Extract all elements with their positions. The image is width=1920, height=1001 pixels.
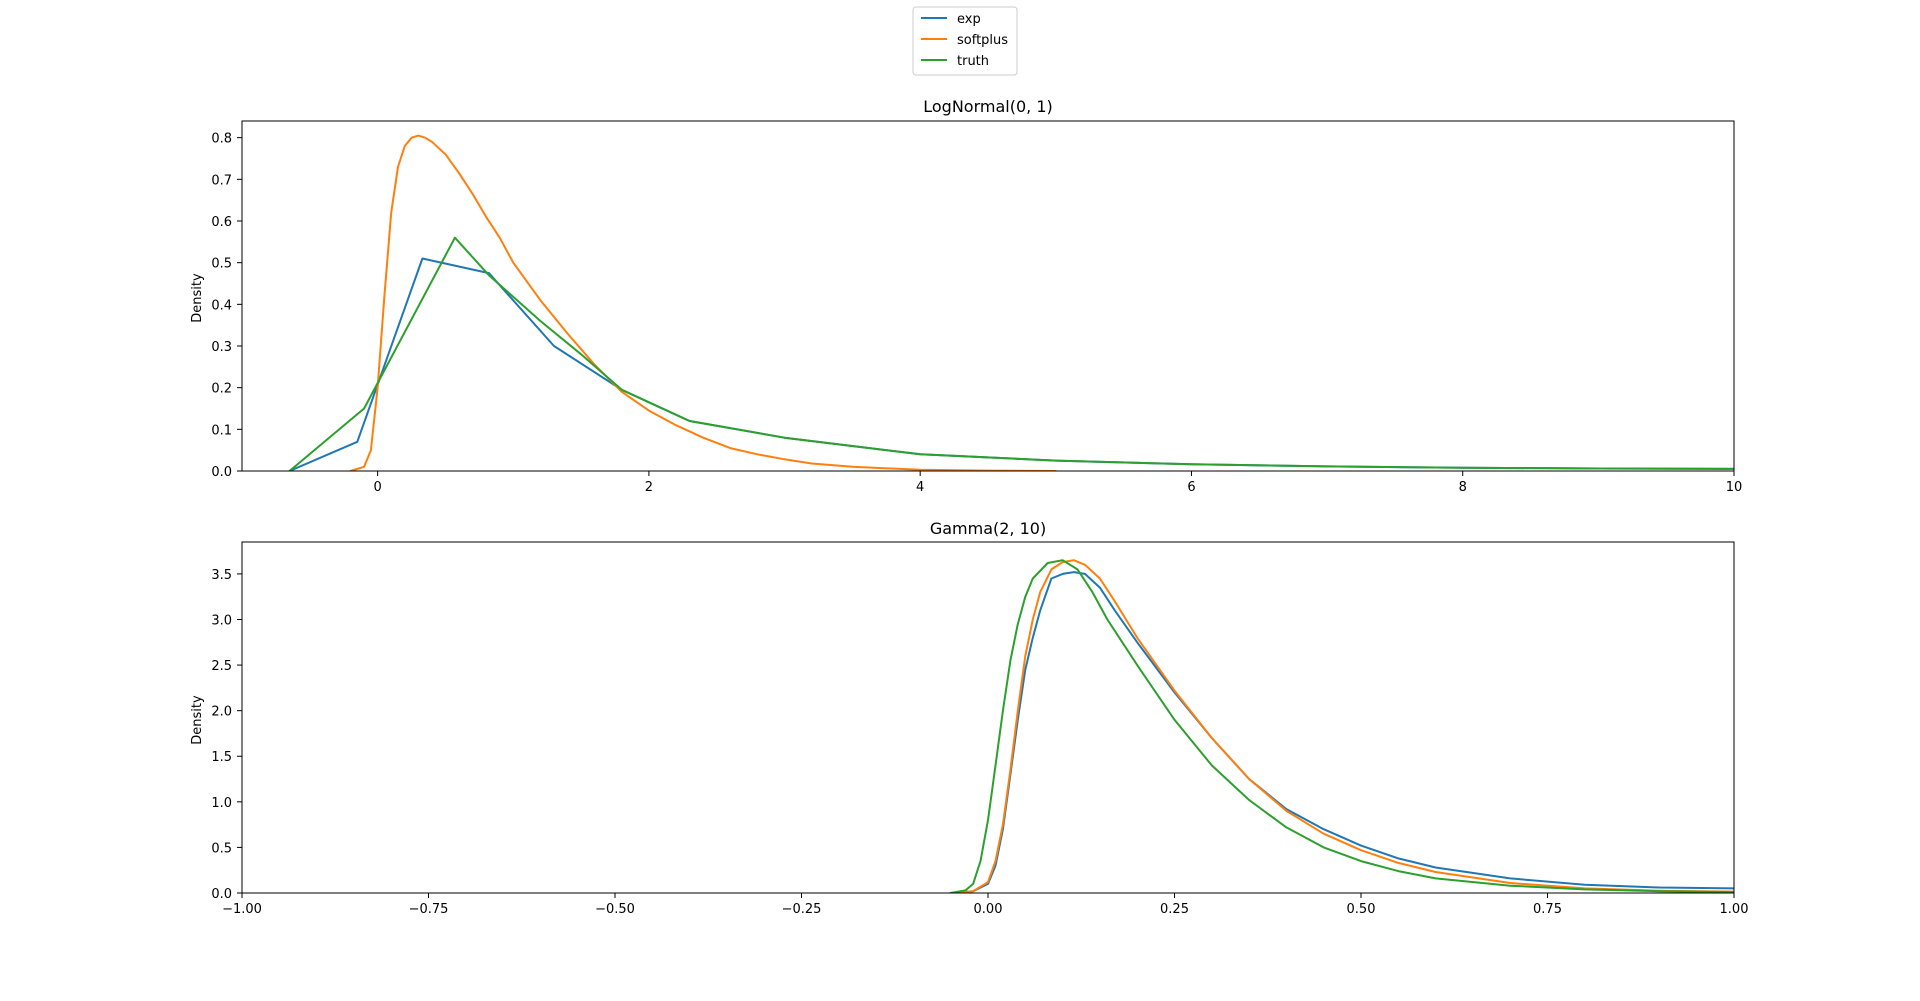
legend-entry-exp: exp <box>921 12 981 27</box>
legend-label-softplus: softplus <box>957 33 1008 48</box>
series-line-softplus <box>349 134 1057 471</box>
y-tick-label: 0.7 <box>211 173 232 188</box>
y-axis-label: Density <box>190 273 205 323</box>
y-tick-label: 0.5 <box>211 841 232 856</box>
x-tick-label: −0.25 <box>782 902 822 917</box>
plot-title: LogNormal(0, 1) <box>923 97 1052 116</box>
plot-frame <box>241 120 1735 472</box>
plot-gamma: Gamma(2, 10) Density −1.00 −0.75 −0.50 −0.2… <box>190 519 1748 917</box>
y-tick-label: 0.5 <box>211 257 232 272</box>
x-tick-label: 0.25 <box>1160 902 1189 917</box>
y-tick-label: 3.0 <box>211 613 232 628</box>
x-tick-label: 2 <box>645 480 653 495</box>
y-tick-label: 2.0 <box>211 705 232 720</box>
y-tick-label: 3.5 <box>211 568 232 583</box>
series-line-truth <box>288 236 1734 471</box>
legend-label-truth: truth <box>957 54 989 69</box>
legend-entry-truth: truth <box>921 54 989 69</box>
x-tick-label: 0.75 <box>1533 902 1562 917</box>
x-tick-label: 4 <box>916 480 924 495</box>
series-line-exp <box>949 571 1734 893</box>
y-tick-label: 1.0 <box>211 796 232 811</box>
y-tick-label: 2.5 <box>211 659 232 674</box>
x-tick-label: 6 <box>1187 480 1195 495</box>
y-tick-label: 0.2 <box>211 382 232 397</box>
legend-frame <box>912 6 1018 76</box>
legend: exp softplus truth <box>912 6 1018 76</box>
x-tick-label: 10 <box>1726 480 1743 495</box>
series-line-truth <box>949 559 1734 893</box>
series-group <box>949 559 1734 893</box>
y-tick-label: 0.1 <box>211 423 232 438</box>
y-tick-label: 0.3 <box>211 340 232 355</box>
x-tick-label: 8 <box>1459 480 1467 495</box>
x-tick-label: 0 <box>373 480 381 495</box>
y-tick-label: 0.0 <box>211 887 232 902</box>
x-tick-label: −1.00 <box>222 902 262 917</box>
legend-entry-softplus: softplus <box>921 33 1008 48</box>
series-line-softplus <box>949 559 1734 893</box>
y-tick-label: 0.0 <box>211 465 232 480</box>
series-group <box>288 134 1734 471</box>
y-tick-label: 0.6 <box>211 215 232 230</box>
legend-label-exp: exp <box>957 12 981 27</box>
y-tick-label: 0.8 <box>211 132 232 147</box>
x-tick-label: −0.75 <box>409 902 449 917</box>
plot-frame <box>241 541 1735 894</box>
y-tick-label: 1.5 <box>211 750 232 765</box>
y-tick-label: 0.4 <box>211 298 232 313</box>
plot-lognormal: LogNormal(0, 1) Density 0 2 4 6 8 10 0.0 0.1 0.2… <box>190 97 1742 495</box>
x-tick-label: 0.50 <box>1347 902 1376 917</box>
x-tick-label: 0.00 <box>974 902 1003 917</box>
y-axis-label: Density <box>190 695 205 745</box>
x-tick-label: 1.00 <box>1720 902 1749 917</box>
plot-title: Gamma(2, 10) <box>930 519 1046 538</box>
x-tick-label: −0.50 <box>595 902 635 917</box>
